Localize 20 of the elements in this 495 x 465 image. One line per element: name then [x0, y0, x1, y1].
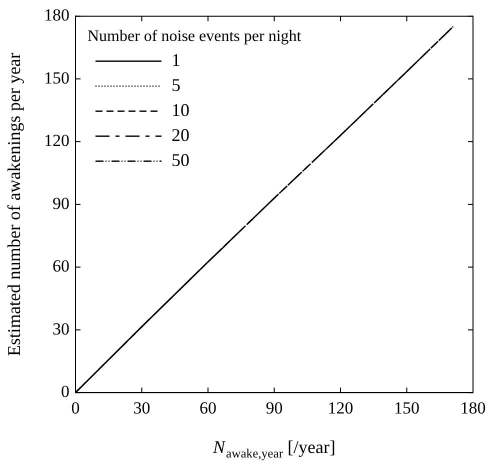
y-tick-label: 90 — [52, 194, 70, 213]
y-tick-label: 60 — [52, 256, 70, 276]
legend-label: 10 — [172, 100, 190, 120]
x-tick-label: 120 — [328, 398, 354, 418]
legend-label: 20 — [172, 125, 190, 146]
legend-label: 50 — [172, 150, 190, 170]
legend-label: 5 — [172, 75, 180, 96]
y-tick-label: 30 — [52, 319, 70, 338]
y-tick-label: 180 — [44, 6, 70, 25]
legend-title: Number of noise events per night — [88, 28, 302, 46]
y-tick-label: 0 — [61, 382, 70, 402]
y-tick-label: 150 — [44, 68, 70, 88]
x-tick-label: 180 — [460, 398, 486, 418]
x-tick-label: 60 — [200, 398, 216, 418]
x-tick-label: 150 — [394, 398, 420, 418]
y-tick-label: 120 — [44, 131, 70, 150]
x-tick-label: 30 — [133, 398, 150, 418]
legend-label: 1 — [172, 50, 180, 70]
x-tick-label: 90 — [266, 398, 283, 418]
y-axis-title: Estimated number of awakenings per year — [4, 52, 24, 356]
